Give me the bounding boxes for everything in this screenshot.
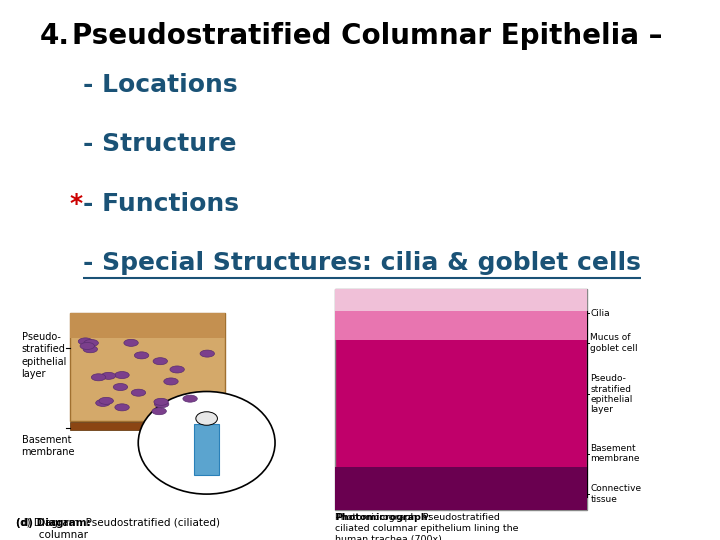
Ellipse shape	[96, 400, 110, 407]
FancyBboxPatch shape	[70, 422, 225, 430]
Ellipse shape	[170, 366, 184, 373]
Ellipse shape	[114, 372, 129, 379]
Ellipse shape	[78, 338, 93, 345]
Text: Pseudo-
stratified
epithelial
layer: Pseudo- stratified epithelial layer	[590, 374, 633, 414]
Text: - Functions: - Functions	[83, 192, 239, 215]
Text: Pseudostratified Columnar Epithelia –: Pseudostratified Columnar Epithelia –	[72, 22, 662, 50]
FancyBboxPatch shape	[194, 424, 219, 475]
Text: Cilia: Cilia	[590, 309, 610, 318]
Ellipse shape	[135, 352, 149, 359]
Ellipse shape	[84, 340, 99, 347]
Ellipse shape	[102, 373, 116, 380]
FancyBboxPatch shape	[70, 313, 225, 338]
Ellipse shape	[91, 374, 106, 381]
FancyBboxPatch shape	[335, 467, 587, 510]
Text: Mucus of
goblet cell: Mucus of goblet cell	[590, 333, 638, 353]
Text: Photomicrograph: Pseudostratified
ciliated columnar epithelium lining the
human : Photomicrograph: Pseudostratified ciliat…	[335, 513, 518, 540]
Text: (d) Diagram:: (d) Diagram:	[16, 518, 91, 529]
Ellipse shape	[196, 411, 217, 426]
Ellipse shape	[152, 408, 166, 415]
Text: Photomicrograph:: Photomicrograph:	[335, 513, 431, 522]
Text: - Special Structures: cilia & goblet cells: - Special Structures: cilia & goblet cel…	[83, 251, 641, 275]
Ellipse shape	[131, 389, 145, 396]
Text: Pseudo-
stratified
epithelial
layer: Pseudo- stratified epithelial layer	[22, 332, 67, 379]
FancyBboxPatch shape	[335, 289, 587, 510]
Ellipse shape	[154, 399, 168, 406]
Ellipse shape	[163, 378, 178, 385]
Ellipse shape	[80, 342, 94, 349]
Circle shape	[138, 392, 275, 494]
Text: *: *	[70, 192, 83, 215]
FancyBboxPatch shape	[70, 313, 225, 421]
Text: Basement
membrane: Basement membrane	[590, 444, 640, 463]
Text: - Structure: - Structure	[83, 132, 236, 156]
Text: Basement
membrane: Basement membrane	[22, 435, 75, 457]
Ellipse shape	[153, 357, 168, 364]
Ellipse shape	[183, 395, 197, 402]
Text: 4.: 4.	[40, 22, 70, 50]
Ellipse shape	[124, 339, 138, 346]
FancyBboxPatch shape	[335, 289, 587, 340]
Ellipse shape	[200, 350, 215, 357]
Ellipse shape	[155, 401, 169, 408]
Ellipse shape	[99, 397, 114, 404]
Ellipse shape	[83, 346, 97, 353]
Text: Connective
tissue: Connective tissue	[590, 484, 642, 504]
Ellipse shape	[115, 404, 130, 411]
Ellipse shape	[113, 383, 127, 390]
FancyBboxPatch shape	[335, 289, 587, 310]
Text: (d) Diagram: Pseudostratified (ciliated)
       columnar: (d) Diagram: Pseudostratified (ciliated)…	[16, 518, 220, 540]
Text: - Locations: - Locations	[83, 73, 238, 97]
